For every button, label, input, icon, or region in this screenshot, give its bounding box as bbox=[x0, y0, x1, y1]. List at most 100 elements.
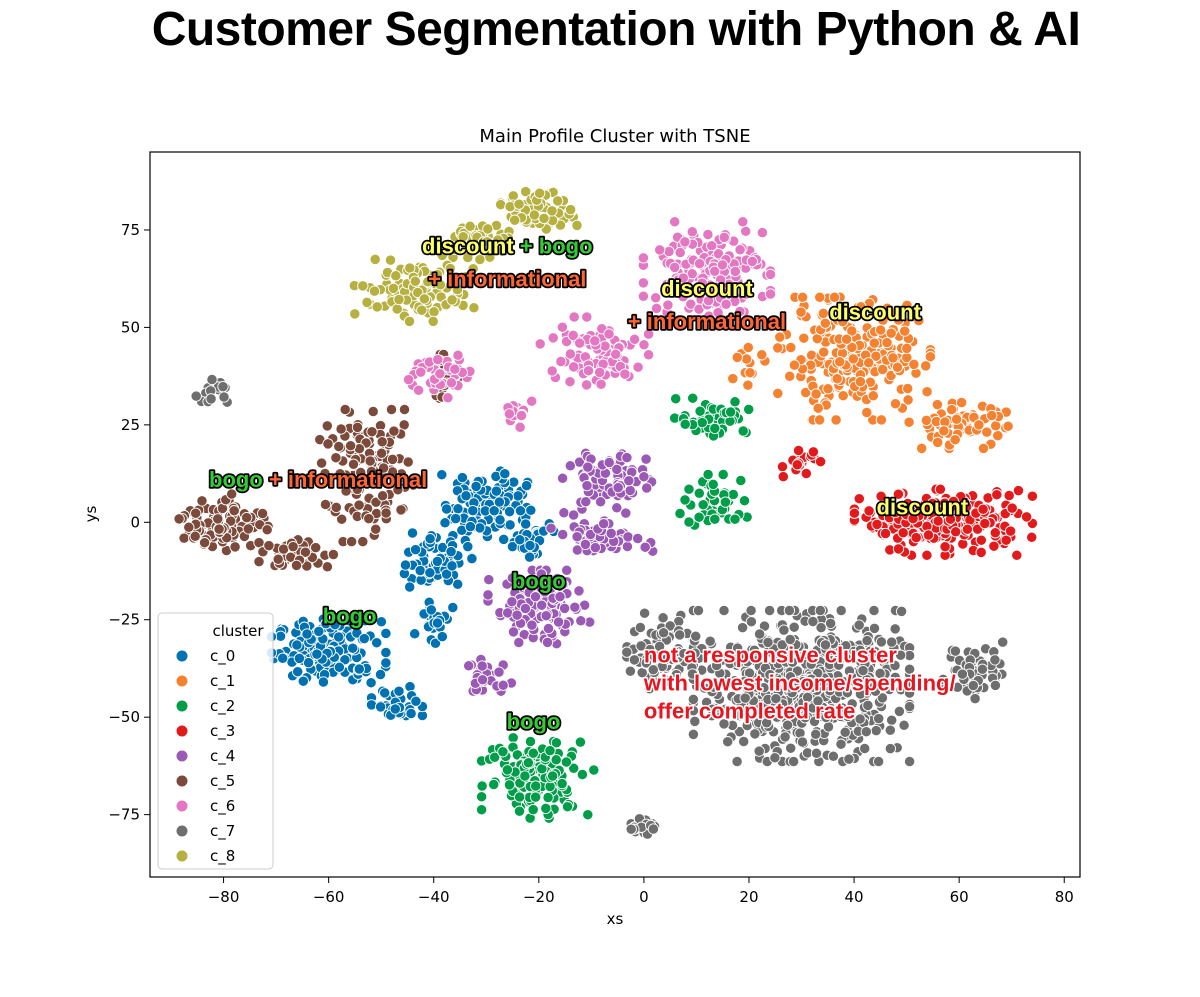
point-c_1 bbox=[921, 386, 933, 398]
point-c_2 bbox=[717, 468, 729, 481]
point-c_0 bbox=[520, 518, 532, 530]
point-c_5 bbox=[367, 405, 379, 418]
legend-label: c_6 bbox=[210, 797, 235, 816]
point-c_1 bbox=[955, 396, 968, 409]
point-c_8 bbox=[349, 308, 361, 320]
point-c_7 bbox=[690, 630, 702, 642]
point-c_1 bbox=[867, 390, 879, 402]
annotation-segment: bogo bbox=[323, 604, 377, 629]
point-c_2 bbox=[693, 511, 705, 523]
point-c_3 bbox=[1026, 490, 1039, 502]
legend-marker bbox=[175, 849, 189, 863]
point-c_0 bbox=[389, 703, 401, 715]
point-c_2 bbox=[727, 488, 739, 501]
point-c_7 bbox=[657, 627, 670, 639]
point-c_4 bbox=[589, 541, 602, 554]
x-tick-label: 40 bbox=[845, 888, 864, 906]
point-c_6 bbox=[434, 368, 446, 380]
point-c_2 bbox=[737, 425, 749, 437]
point-c_7 bbox=[763, 604, 776, 617]
point-c_2 bbox=[546, 770, 559, 782]
point-c_6 bbox=[693, 257, 706, 270]
point-c_5 bbox=[386, 453, 399, 466]
point-c_5 bbox=[228, 505, 240, 517]
point-c_2 bbox=[576, 768, 589, 781]
point-c_7 bbox=[788, 621, 800, 633]
point-c_2 bbox=[693, 487, 705, 499]
point-c_6 bbox=[564, 376, 576, 388]
point-c_1 bbox=[840, 333, 853, 345]
point-c_0 bbox=[429, 637, 442, 649]
point-c_6 bbox=[737, 216, 749, 228]
point-c_1 bbox=[813, 414, 826, 426]
point-c_8 bbox=[409, 275, 421, 287]
point-c_0 bbox=[503, 505, 516, 518]
point-c_4 bbox=[539, 586, 551, 598]
point-c_0 bbox=[514, 505, 527, 517]
y-axis-label: ys bbox=[82, 505, 100, 522]
point-c_2 bbox=[729, 396, 741, 408]
point-c_1 bbox=[901, 342, 913, 355]
point-c_0 bbox=[301, 628, 313, 640]
point-c_1 bbox=[887, 352, 899, 364]
annotation-line: discount + bogo bbox=[422, 233, 593, 258]
point-c_6 bbox=[580, 379, 593, 391]
point-c_0 bbox=[436, 469, 448, 481]
point-c_5 bbox=[339, 403, 351, 416]
point-c_6 bbox=[547, 332, 559, 344]
point-c_0 bbox=[414, 564, 426, 577]
point-c_3 bbox=[1004, 525, 1017, 537]
annotation-line: bogo bbox=[323, 604, 377, 629]
x-tick-label: 0 bbox=[639, 888, 649, 906]
point-c_1 bbox=[818, 346, 830, 358]
legend-label: c_5 bbox=[210, 772, 235, 791]
point-c_3 bbox=[792, 444, 805, 457]
point-c_0 bbox=[452, 503, 464, 515]
annotation-line: discount bbox=[829, 300, 921, 325]
series-c_4 bbox=[463, 447, 659, 697]
point-c_2 bbox=[476, 780, 488, 792]
point-c_7 bbox=[873, 712, 885, 725]
point-c_6 bbox=[412, 384, 425, 396]
annotation-line: + informational bbox=[628, 309, 786, 334]
point-c_7 bbox=[624, 665, 637, 677]
point-c_1 bbox=[772, 342, 784, 354]
point-c_0 bbox=[297, 675, 309, 687]
point-c_7 bbox=[217, 380, 229, 393]
point-c_8 bbox=[390, 270, 402, 282]
point-c_7 bbox=[731, 755, 743, 768]
point-c_5 bbox=[330, 501, 342, 514]
point-c_4 bbox=[640, 453, 652, 465]
point-c_3 bbox=[977, 503, 989, 515]
point-c_2 bbox=[507, 732, 519, 744]
point-c_2 bbox=[513, 791, 526, 803]
annotation-segment: discount bbox=[422, 233, 514, 258]
chart-legend: cluster c_0 c_1 c_2 c_3 c_4 c_5 c_6 c_7 c_8 bbox=[157, 612, 274, 870]
y-tick-label: −75 bbox=[108, 806, 140, 824]
point-c_1 bbox=[784, 370, 796, 382]
x-tick-label: 80 bbox=[1055, 888, 1074, 906]
point-c_1 bbox=[932, 436, 944, 449]
point-c_1 bbox=[949, 434, 961, 446]
point-c_4 bbox=[476, 660, 488, 672]
point-c_7 bbox=[839, 726, 851, 738]
point-c_1 bbox=[899, 325, 911, 337]
point-c_4 bbox=[564, 460, 576, 472]
point-c_7 bbox=[687, 728, 700, 741]
point-c_5 bbox=[335, 423, 347, 435]
legend-title: cluster bbox=[212, 622, 264, 640]
point-c_8 bbox=[368, 285, 381, 297]
point-c_0 bbox=[470, 480, 482, 493]
point-c_8 bbox=[391, 303, 403, 315]
point-c_2 bbox=[724, 406, 737, 418]
x-tick-label: −40 bbox=[418, 888, 450, 906]
point-c_1 bbox=[950, 413, 963, 425]
point-c_7 bbox=[835, 738, 847, 750]
point-c_1 bbox=[855, 301, 867, 313]
point-c_6 bbox=[764, 268, 777, 281]
point-c_3 bbox=[1026, 531, 1038, 543]
point-c_3 bbox=[879, 527, 892, 540]
point-c_2 bbox=[588, 764, 600, 776]
point-c_3 bbox=[897, 527, 909, 539]
